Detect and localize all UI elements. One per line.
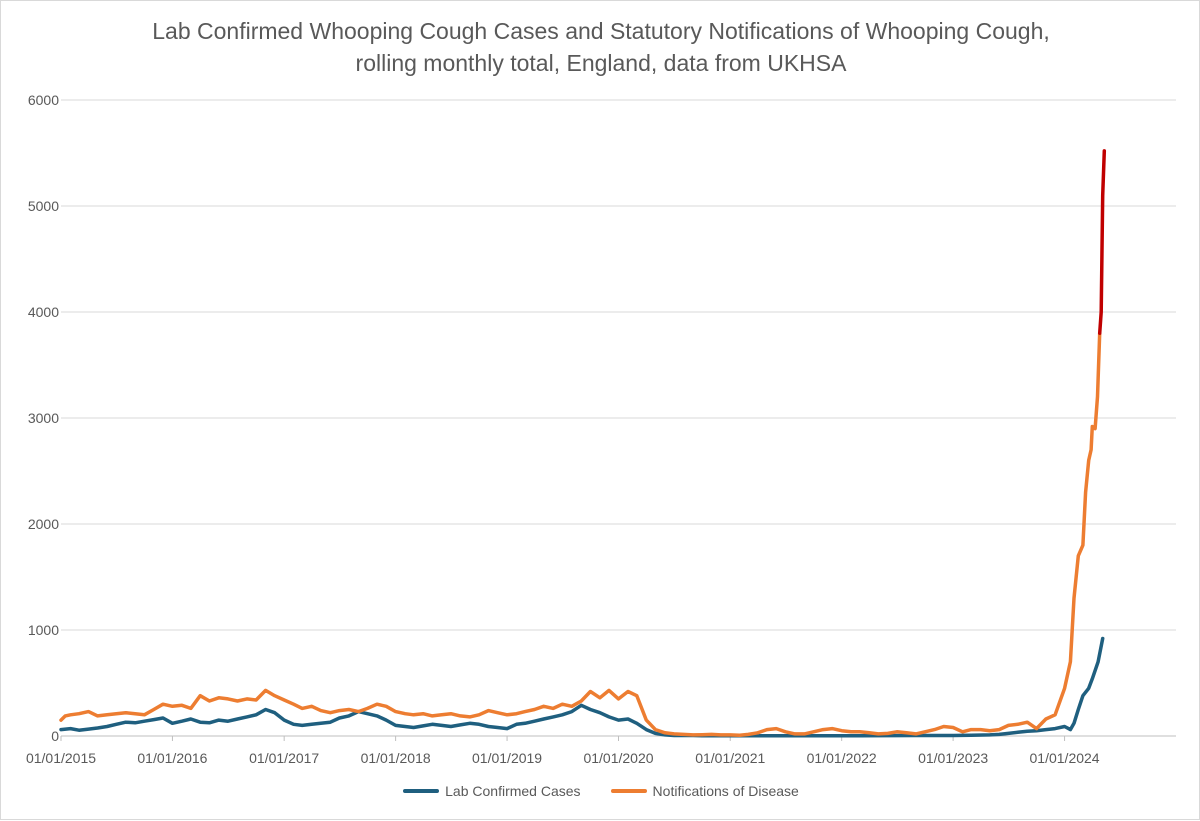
x-tick-label: 01/01/2023 [918,750,988,766]
x-tick-label: 01/01/2015 [26,750,96,766]
gridlines [60,99,1176,741]
legend-label-notifications: Notifications of Disease [652,783,799,799]
x-tick-label: 01/01/2024 [1030,750,1100,766]
x-tick-label: 01/01/2019 [472,750,542,766]
y-tick-label: 1000 [28,622,59,638]
x-tick-label: 01/01/2022 [807,750,877,766]
x-tick-label: 01/01/2017 [249,750,319,766]
chart-title-line2: rolling monthly total, England, data fro… [355,50,847,76]
y-tick-label: 6000 [28,92,59,108]
legend-swatch-notifications [610,789,647,793]
y-tick-label: 0 [51,728,59,744]
x-axis-tick-labels: 01/01/2015 01/01/2016 01/01/2017 01/01/2018… [26,750,1100,766]
x-tick-label: 01/01/2016 [137,750,207,766]
x-tick-label: 01/01/2020 [583,750,653,766]
series-line-notifications [59,331,1102,737]
series-line-notifications-highlight [1097,149,1107,335]
series-lines [59,149,1107,738]
y-tick-label: 5000 [28,198,59,214]
chart-title-line1: Lab Confirmed Whooping Cough Cases and S… [152,18,1050,44]
series-line-lab-confirmed [59,636,1105,738]
legend-label-lab-confirmed: Lab Confirmed Cases [445,783,581,799]
legend-swatch-lab-confirmed [403,789,440,793]
chart-title: Lab Confirmed Whooping Cough Cases and S… [1,15,1200,79]
x-tick-label: 01/01/2018 [361,750,431,766]
y-axis-tick-labels: 0 1000 2000 3000 4000 5000 6000 [28,92,59,744]
x-tick-label: 01/01/2021 [695,750,765,766]
legend-item-lab-confirmed[interactable]: Lab Confirmed Cases [403,783,581,799]
y-tick-label: 3000 [28,410,59,426]
legend-item-notifications[interactable]: Notifications of Disease [610,783,799,799]
y-tick-label: 4000 [28,304,59,320]
y-tick-label: 2000 [28,516,59,532]
legend: Lab Confirmed Cases Notifications of Dis… [1,783,1200,799]
